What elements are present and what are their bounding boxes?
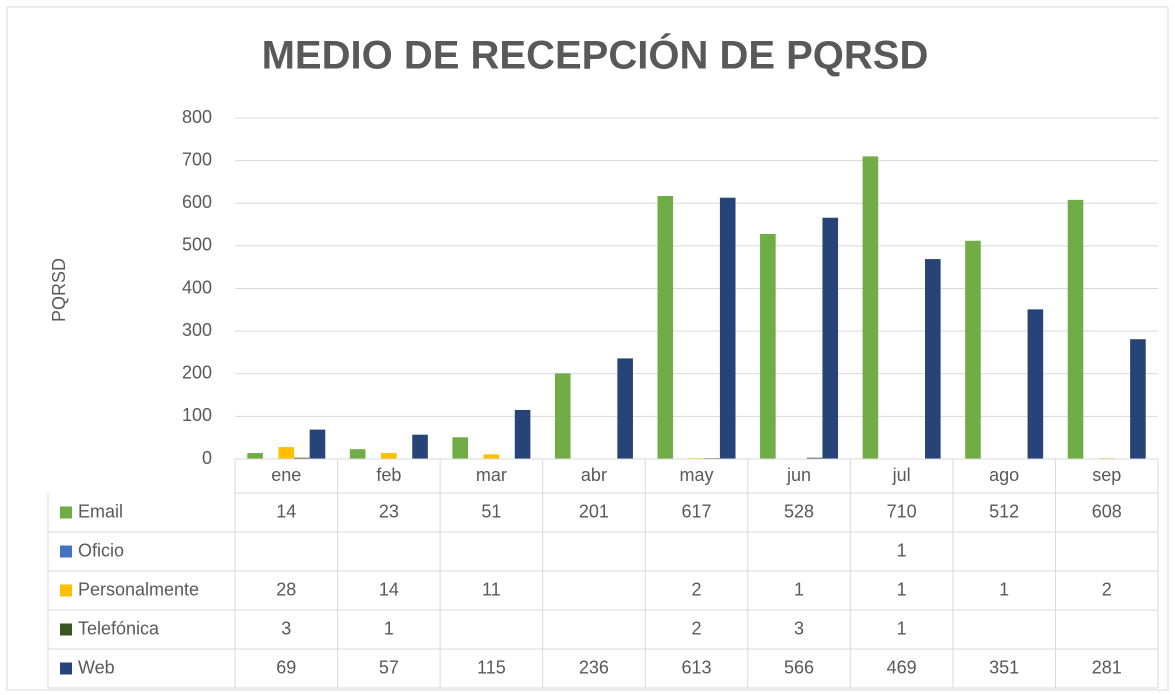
table-value: 11	[482, 579, 501, 599]
bar	[925, 259, 941, 459]
table-value: 51	[481, 501, 501, 521]
bar	[1130, 339, 1146, 459]
table-value: 528	[784, 501, 814, 521]
table-value: 3	[281, 618, 291, 638]
legend-swatch	[60, 584, 72, 597]
legend-swatch	[60, 506, 72, 519]
table-value: 201	[579, 501, 609, 521]
table-value: 28	[276, 579, 296, 599]
bar	[862, 156, 879, 460]
x-tick-label: sep	[1092, 465, 1121, 485]
table-value: 512	[989, 501, 1019, 521]
table-value: 2	[691, 579, 701, 599]
table-value: 281	[1092, 657, 1122, 677]
x-tick-label: may	[679, 465, 713, 485]
x-tick-label: mar	[476, 465, 507, 485]
table-value: 14	[276, 501, 296, 521]
table-value: 1	[384, 618, 394, 638]
bar	[657, 196, 674, 459]
bar	[617, 358, 633, 459]
legend-label: Oficio	[78, 540, 124, 560]
table-value: 1	[897, 618, 907, 638]
table-value: 1	[999, 579, 1009, 599]
legend-swatch	[60, 662, 72, 675]
bar	[247, 453, 263, 459]
table-value: 617	[681, 501, 711, 521]
legend-swatch	[60, 623, 72, 636]
legend-label: Email	[78, 501, 123, 521]
y-tick-label: 400	[182, 277, 212, 297]
legend-swatch	[60, 545, 72, 558]
table-value: 1	[897, 540, 907, 560]
x-tick-label: jul	[892, 465, 911, 485]
legend-label: Personalmente	[78, 579, 199, 599]
table-value: 57	[379, 657, 399, 677]
bar	[278, 447, 295, 459]
y-tick-label: 600	[182, 192, 212, 212]
x-tick-label: ago	[989, 465, 1019, 485]
table-value: 710	[887, 501, 917, 521]
bar	[294, 457, 310, 459]
table-value: 14	[379, 579, 399, 599]
y-tick-label: 200	[182, 363, 212, 383]
bar	[381, 453, 397, 459]
table-value: 351	[989, 657, 1019, 677]
x-tick-label: jun	[786, 465, 811, 485]
bar	[412, 434, 428, 459]
bar	[719, 197, 736, 460]
bar	[483, 454, 500, 459]
table-value: 236	[579, 657, 609, 677]
bar	[822, 217, 839, 459]
y-tick-label: 700	[182, 149, 212, 169]
table-value: 2	[691, 618, 701, 638]
y-tick-label: 300	[182, 320, 212, 340]
y-tick-label: 100	[182, 405, 212, 425]
bar	[349, 449, 366, 459]
table-value: 613	[681, 657, 711, 677]
table-value: 1	[897, 579, 907, 599]
bar	[760, 233, 776, 459]
y-tick-label: 500	[182, 235, 212, 255]
bar	[1067, 199, 1084, 459]
bar	[309, 429, 326, 459]
table-value: 69	[276, 657, 296, 677]
bar	[806, 457, 823, 459]
legend-label: Web	[78, 657, 115, 677]
table-value: 1	[794, 579, 804, 599]
table-value: 469	[887, 657, 917, 677]
table-value: 115	[477, 657, 506, 677]
bar	[965, 240, 981, 459]
table-value: 23	[379, 501, 399, 521]
y-tick-label: 800	[182, 107, 212, 127]
chart-title: MEDIO DE RECEPCIÓN DE PQRSD	[262, 32, 929, 78]
table-value: 3	[794, 618, 804, 638]
bar	[1027, 309, 1044, 459]
x-tick-label: abr	[581, 465, 607, 485]
table-value: 608	[1092, 501, 1122, 521]
table-value: 2	[1102, 579, 1112, 599]
legend-label: Telefónica	[78, 618, 160, 638]
x-tick-label: feb	[376, 465, 401, 485]
y-tick-label: 0	[202, 448, 212, 468]
bar	[554, 373, 571, 459]
table-value: 566	[784, 657, 814, 677]
x-tick-label: ene	[271, 465, 301, 485]
y-axis-label: PQRSD	[49, 258, 69, 322]
bar	[452, 437, 468, 459]
bar	[514, 409, 531, 459]
